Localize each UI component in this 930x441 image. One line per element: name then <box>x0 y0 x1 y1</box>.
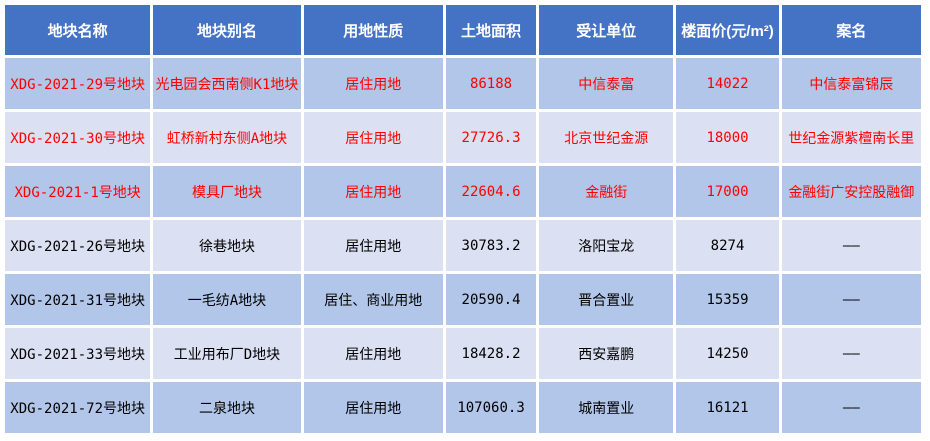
cell-land-use: 居住、商业用地 <box>303 274 443 325</box>
cell-plot-alias: 虹桥新村东侧A地块 <box>153 112 301 163</box>
cell-floor-price: 14022 <box>676 58 779 109</box>
cell-floor-price: 18000 <box>676 112 779 163</box>
cell-land-use: 居住用地 <box>303 382 443 433</box>
cell-land-area: 20590.4 <box>445 274 537 325</box>
cell-floor-price: 8274 <box>676 220 779 271</box>
col-header-land-use: 用地性质 <box>303 5 443 55</box>
cell-floor-price: 16121 <box>676 382 779 433</box>
cell-plot-alias: 工业用布厂D地块 <box>153 328 301 379</box>
cell-floor-price: 15359 <box>676 274 779 325</box>
cell-plot-alias: 模具厂地块 <box>153 166 301 217</box>
table-row: XDG-2021-26号地块 徐巷地块 居住用地 30783.2 洛阳宝龙 82… <box>5 220 921 271</box>
col-header-plot-alias: 地块别名 <box>153 5 301 55</box>
cell-transferee: 中信泰富 <box>539 58 674 109</box>
table-row: XDG-2021-29号地块 光电园会西南侧K1地块 居住用地 86188 中信… <box>5 58 921 109</box>
cell-land-area: 107060.3 <box>445 382 537 433</box>
cell-land-area: 86188 <box>445 58 537 109</box>
cell-project-name: —— <box>781 328 921 379</box>
cell-land-use: 居住用地 <box>303 220 443 271</box>
cell-project-name: —— <box>781 220 921 271</box>
cell-plot-name: XDG-2021-26号地块 <box>5 220 151 271</box>
table-header: 地块名称 地块别名 用地性质 土地面积 受让单位 楼面价(元/m²) 案名 <box>5 5 921 55</box>
cell-land-use: 居住用地 <box>303 112 443 163</box>
cell-transferee: 洛阳宝龙 <box>539 220 674 271</box>
col-header-transferee: 受让单位 <box>539 5 674 55</box>
cell-transferee: 西安嘉鹏 <box>539 328 674 379</box>
col-header-project-name: 案名 <box>781 5 921 55</box>
cell-land-use: 居住用地 <box>303 58 443 109</box>
cell-plot-name: XDG-2021-1号地块 <box>5 166 151 217</box>
cell-plot-name: XDG-2021-29号地块 <box>5 58 151 109</box>
table-row: XDG-2021-1号地块 模具厂地块 居住用地 22604.6 金融街 170… <box>5 166 921 217</box>
cell-transferee: 晋合置业 <box>539 274 674 325</box>
header-row: 地块名称 地块别名 用地性质 土地面积 受让单位 楼面价(元/m²) 案名 <box>5 5 921 55</box>
cell-plot-name: XDG-2021-30号地块 <box>5 112 151 163</box>
cell-transferee: 北京世纪金源 <box>539 112 674 163</box>
cell-land-area: 30783.2 <box>445 220 537 271</box>
cell-floor-price: 17000 <box>676 166 779 217</box>
col-header-land-area: 土地面积 <box>445 5 537 55</box>
table-row: XDG-2021-33号地块 工业用布厂D地块 居住用地 18428.2 西安嘉… <box>5 328 921 379</box>
cell-project-name: 中信泰富锦辰 <box>781 58 921 109</box>
cell-project-name: —— <box>781 274 921 325</box>
col-header-floor-price: 楼面价(元/m²) <box>676 5 779 55</box>
land-parcel-table: 地块名称 地块别名 用地性质 土地面积 受让单位 楼面价(元/m²) 案名 XD… <box>2 2 924 436</box>
cell-plot-name: XDG-2021-31号地块 <box>5 274 151 325</box>
cell-land-area: 27726.3 <box>445 112 537 163</box>
cell-land-area: 22604.6 <box>445 166 537 217</box>
cell-land-use: 居住用地 <box>303 166 443 217</box>
cell-transferee: 金融街 <box>539 166 674 217</box>
cell-project-name: —— <box>781 382 921 433</box>
cell-land-area: 18428.2 <box>445 328 537 379</box>
cell-land-use: 居住用地 <box>303 328 443 379</box>
table-row: XDG-2021-72号地块 二泉地块 居住用地 107060.3 城南置业 1… <box>5 382 921 433</box>
cell-plot-name: XDG-2021-33号地块 <box>5 328 151 379</box>
col-header-plot-name: 地块名称 <box>5 5 151 55</box>
table-row: XDG-2021-31号地块 一毛纺A地块 居住、商业用地 20590.4 晋合… <box>5 274 921 325</box>
cell-plot-alias: 二泉地块 <box>153 382 301 433</box>
cell-transferee: 城南置业 <box>539 382 674 433</box>
table-row: XDG-2021-30号地块 虹桥新村东侧A地块 居住用地 27726.3 北京… <box>5 112 921 163</box>
cell-plot-name: XDG-2021-72号地块 <box>5 382 151 433</box>
cell-plot-alias: 徐巷地块 <box>153 220 301 271</box>
table-body: XDG-2021-29号地块 光电园会西南侧K1地块 居住用地 86188 中信… <box>5 58 921 433</box>
cell-floor-price: 14250 <box>676 328 779 379</box>
cell-plot-alias: 光电园会西南侧K1地块 <box>153 58 301 109</box>
cell-project-name: 金融街广安控股融御 <box>781 166 921 217</box>
cell-project-name: 世纪金源紫檀南长里 <box>781 112 921 163</box>
cell-plot-alias: 一毛纺A地块 <box>153 274 301 325</box>
